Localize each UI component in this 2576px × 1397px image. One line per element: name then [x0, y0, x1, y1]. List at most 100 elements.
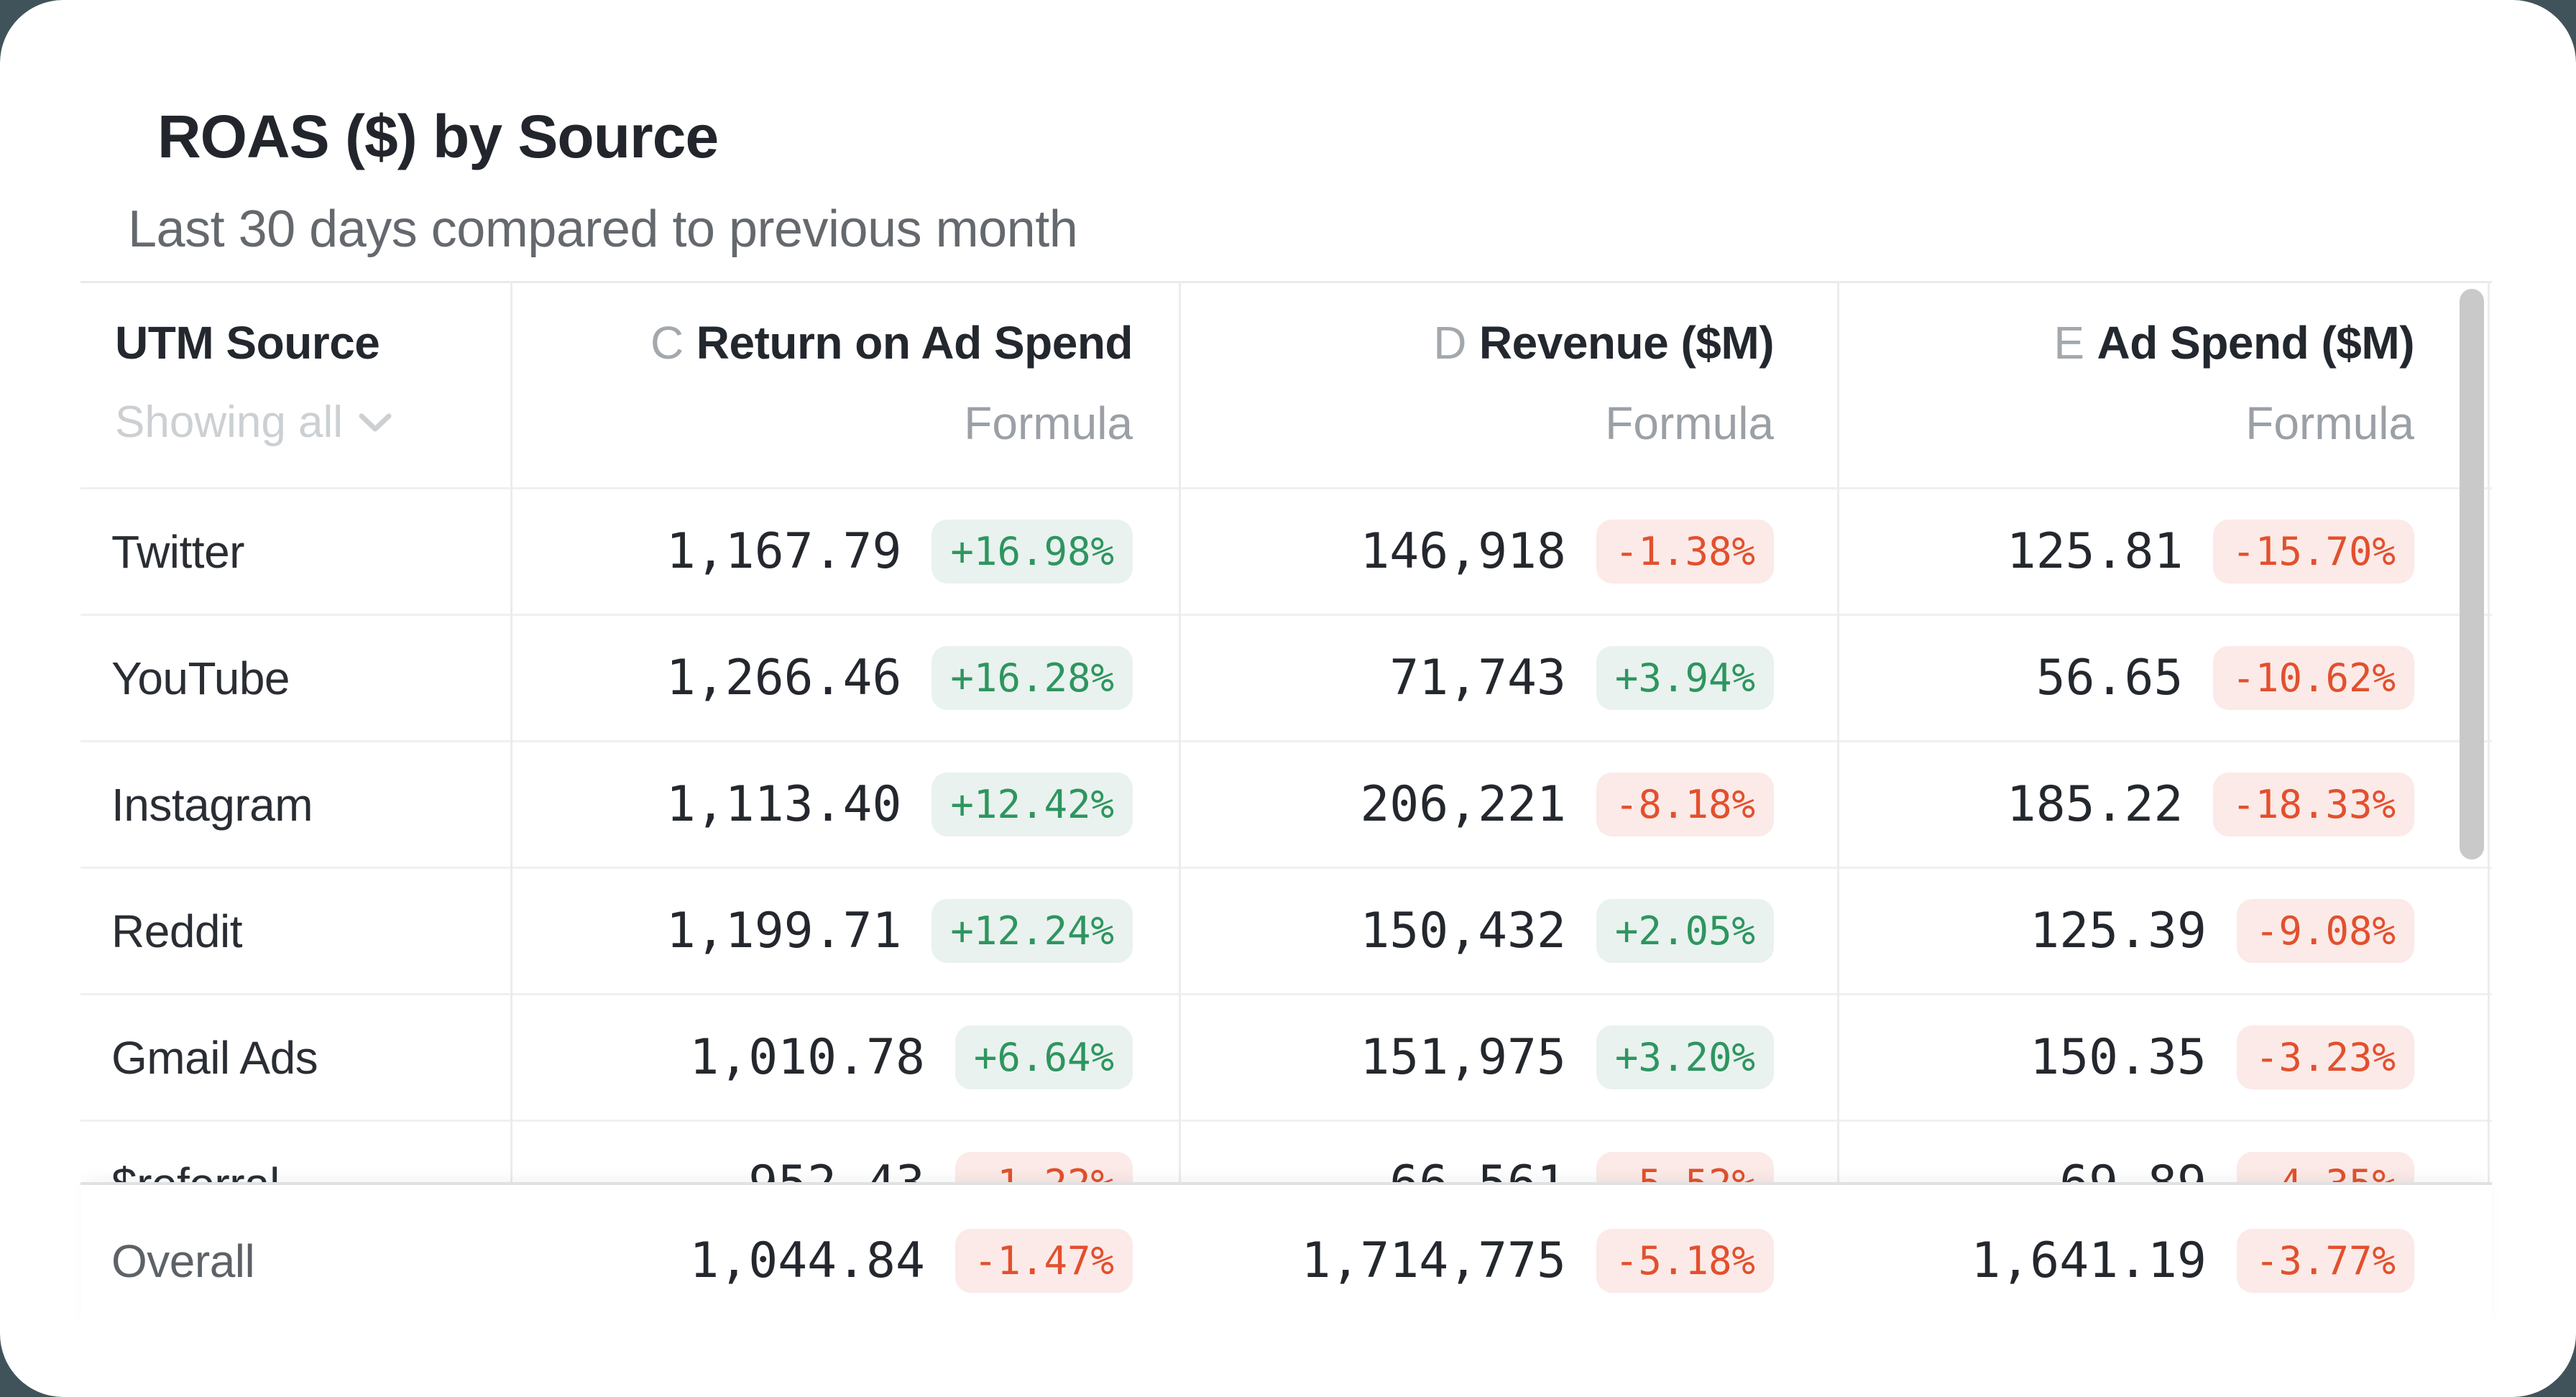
- table-header-row: UTM Source Showing all C Return on Ad Sp…: [80, 281, 2492, 489]
- column-label: Return on Ad Spend: [696, 317, 1133, 369]
- ad-spend-value: 125.81: [2006, 523, 2184, 580]
- revenue-cell: 206,221 -8.18%: [1179, 742, 1837, 867]
- table-row: Reddit 1,199.71 +12.24% 150,432 +2.05% 1…: [80, 869, 2492, 995]
- column-type-formula: Formula: [964, 397, 1133, 449]
- source-label: $referral: [80, 1122, 510, 1183]
- utm-source-label: UTM Source: [115, 316, 380, 369]
- revenue-delta-badge: -5.52%: [1596, 1151, 1774, 1182]
- revenue-value: 146,918: [1360, 523, 1566, 580]
- roas-delta-badge: +16.98%: [932, 519, 1133, 584]
- roas-cell: 1,167.79 +16.98%: [510, 489, 1179, 614]
- revenue-delta-badge: +3.20%: [1596, 1025, 1774, 1090]
- roas-delta-badge: +12.24%: [932, 898, 1133, 964]
- summary-revenue-cell: 1,714,775 -5.18%: [1179, 1185, 1837, 1337]
- roas-delta-badge: +16.28%: [932, 645, 1133, 711]
- column-header-utm-source: UTM Source Showing all: [80, 283, 510, 487]
- filter-label: Showing all: [115, 397, 344, 447]
- card-title: ROAS ($) by Source: [157, 103, 719, 170]
- revenue-delta-badge: -5.18%: [1596, 1228, 1774, 1294]
- ad-spend-cell: 185.22 -18.33%: [1837, 742, 2492, 867]
- roas-value: 952.43: [748, 1156, 925, 1182]
- column-divider: [1179, 281, 1181, 1182]
- column-header-revenue: D Revenue ($M) Formula: [1179, 283, 1837, 487]
- ad-spend-delta-badge: -3.23%: [2236, 1025, 2414, 1090]
- table-row: Twitter 1,167.79 +16.98% 146,918 -1.38% …: [80, 489, 2492, 616]
- column-header-roas: C Return on Ad Spend Formula: [510, 283, 1179, 487]
- ad-spend-value: 56.65: [2036, 650, 2184, 706]
- table-body: Twitter 1,167.79 +16.98% 146,918 -1.38% …: [80, 489, 2492, 1182]
- column-divider: [1837, 281, 1839, 1182]
- ad-spend-cell: 56.65 -10.62%: [1837, 616, 2492, 740]
- source-label: Reddit: [111, 905, 243, 957]
- roas-value: 1,044.84: [689, 1232, 925, 1289]
- roas-delta-badge: -1.47%: [954, 1228, 1133, 1294]
- revenue-delta-badge: -8.18%: [1596, 772, 1774, 837]
- revenue-cell: 66,561 -5.52%: [1179, 1122, 1837, 1182]
- ad-spend-delta-badge: -10.62%: [2213, 645, 2414, 711]
- column-letter: E: [2053, 317, 2084, 369]
- vertical-scrollbar-thumb[interactable]: [2460, 289, 2484, 859]
- ad-spend-delta-badge: -9.08%: [2236, 898, 2414, 964]
- roas-table: UTM Source Showing all C Return on Ad Sp…: [80, 281, 2492, 1337]
- revenue-cell: 146,918 -1.38%: [1179, 489, 1837, 614]
- ad-spend-cell: 150.35 -3.23%: [1837, 995, 2492, 1120]
- roas-value: 1,113.40: [666, 776, 902, 833]
- table-row: Instagram 1,113.40 +12.42% 206,221 -8.18…: [80, 742, 2492, 869]
- table-row: Gmail Ads 1,010.78 +6.64% 151,975 +3.20%…: [80, 995, 2492, 1122]
- revenue-value: 150,432: [1360, 903, 1566, 959]
- revenue-delta-badge: +3.94%: [1596, 645, 1774, 711]
- roas-value: 1,010.78: [689, 1029, 925, 1086]
- chevron-down-icon: [359, 413, 392, 431]
- ad-spend-value: 125.39: [2030, 903, 2207, 959]
- ad-spend-value: 1,641.19: [1971, 1232, 2207, 1289]
- summary-label: Overall: [111, 1235, 255, 1287]
- roas-delta-badge: -1.22%: [954, 1151, 1133, 1182]
- source-label: Gmail Ads: [111, 1031, 318, 1084]
- revenue-value: 66,561: [1389, 1156, 1566, 1182]
- roas-cell: 1,113.40 +12.42%: [510, 742, 1179, 867]
- source-filter-dropdown[interactable]: Showing all: [115, 397, 392, 448]
- revenue-value: 206,221: [1360, 776, 1566, 833]
- roas-value: 1,167.79: [666, 523, 902, 580]
- ad-spend-cell: 125.81 -15.70%: [1837, 489, 2492, 614]
- revenue-value: 151,975: [1360, 1029, 1566, 1086]
- ad-spend-delta-badge: -3.77%: [2236, 1228, 2414, 1294]
- summary-ad-spend-cell: 1,641.19 -3.77%: [1837, 1185, 2492, 1337]
- column-type-formula: Formula: [2245, 397, 2414, 449]
- revenue-delta-badge: -1.38%: [1596, 519, 1774, 584]
- source-label: Twitter: [111, 525, 244, 578]
- column-header-ad-spend: E Ad Spend ($M) Formula: [1837, 283, 2492, 487]
- card-subtitle: Last 30 days compared to previous month: [128, 200, 1078, 258]
- column-label: Ad Spend ($M): [2097, 317, 2415, 369]
- ad-spend-value: 185.22: [2006, 776, 2184, 833]
- revenue-cell: 150,432 +2.05%: [1179, 869, 1837, 993]
- summary-roas-cell: 1,044.84 -1.47%: [510, 1185, 1179, 1337]
- ad-spend-delta-badge: -4.35%: [2236, 1151, 2414, 1182]
- roas-delta-badge: +12.42%: [932, 772, 1133, 837]
- summary-row: Overall 1,044.84 -1.47% 1,714,775 -5.18%…: [80, 1182, 2492, 1337]
- column-letter: D: [1433, 317, 1466, 369]
- roas-delta-badge: +6.64%: [954, 1025, 1133, 1090]
- column-letter: C: [650, 317, 684, 369]
- utm-source-label-text: UTM Source: [115, 317, 380, 369]
- column-label: Revenue ($M): [1478, 317, 1775, 369]
- revenue-cell: 71,743 +3.94%: [1179, 616, 1837, 740]
- revenue-value: 1,714,775: [1301, 1232, 1566, 1289]
- roas-value: 1,266.46: [666, 650, 902, 706]
- source-label: YouTube: [111, 652, 290, 704]
- roas-value: 1,199.71: [666, 903, 902, 959]
- roas-cell: 952.43 -1.22%: [510, 1122, 1179, 1182]
- column-divider: [510, 281, 512, 1182]
- roas-cell: 1,010.78 +6.64%: [510, 995, 1179, 1120]
- ad-spend-cell: 69.89 -4.35%: [1837, 1122, 2492, 1182]
- ad-spend-delta-badge: -15.70%: [2213, 519, 2414, 584]
- column-type-formula: Formula: [1605, 397, 1774, 449]
- revenue-value: 71,743: [1389, 650, 1566, 706]
- ad-spend-delta-badge: -18.33%: [2213, 772, 2414, 837]
- ad-spend-value: 150.35: [2030, 1029, 2207, 1086]
- roas-cell: 1,266.46 +16.28%: [510, 616, 1179, 740]
- source-label: Instagram: [111, 778, 313, 831]
- ad-spend-value: 69.89: [2059, 1156, 2207, 1182]
